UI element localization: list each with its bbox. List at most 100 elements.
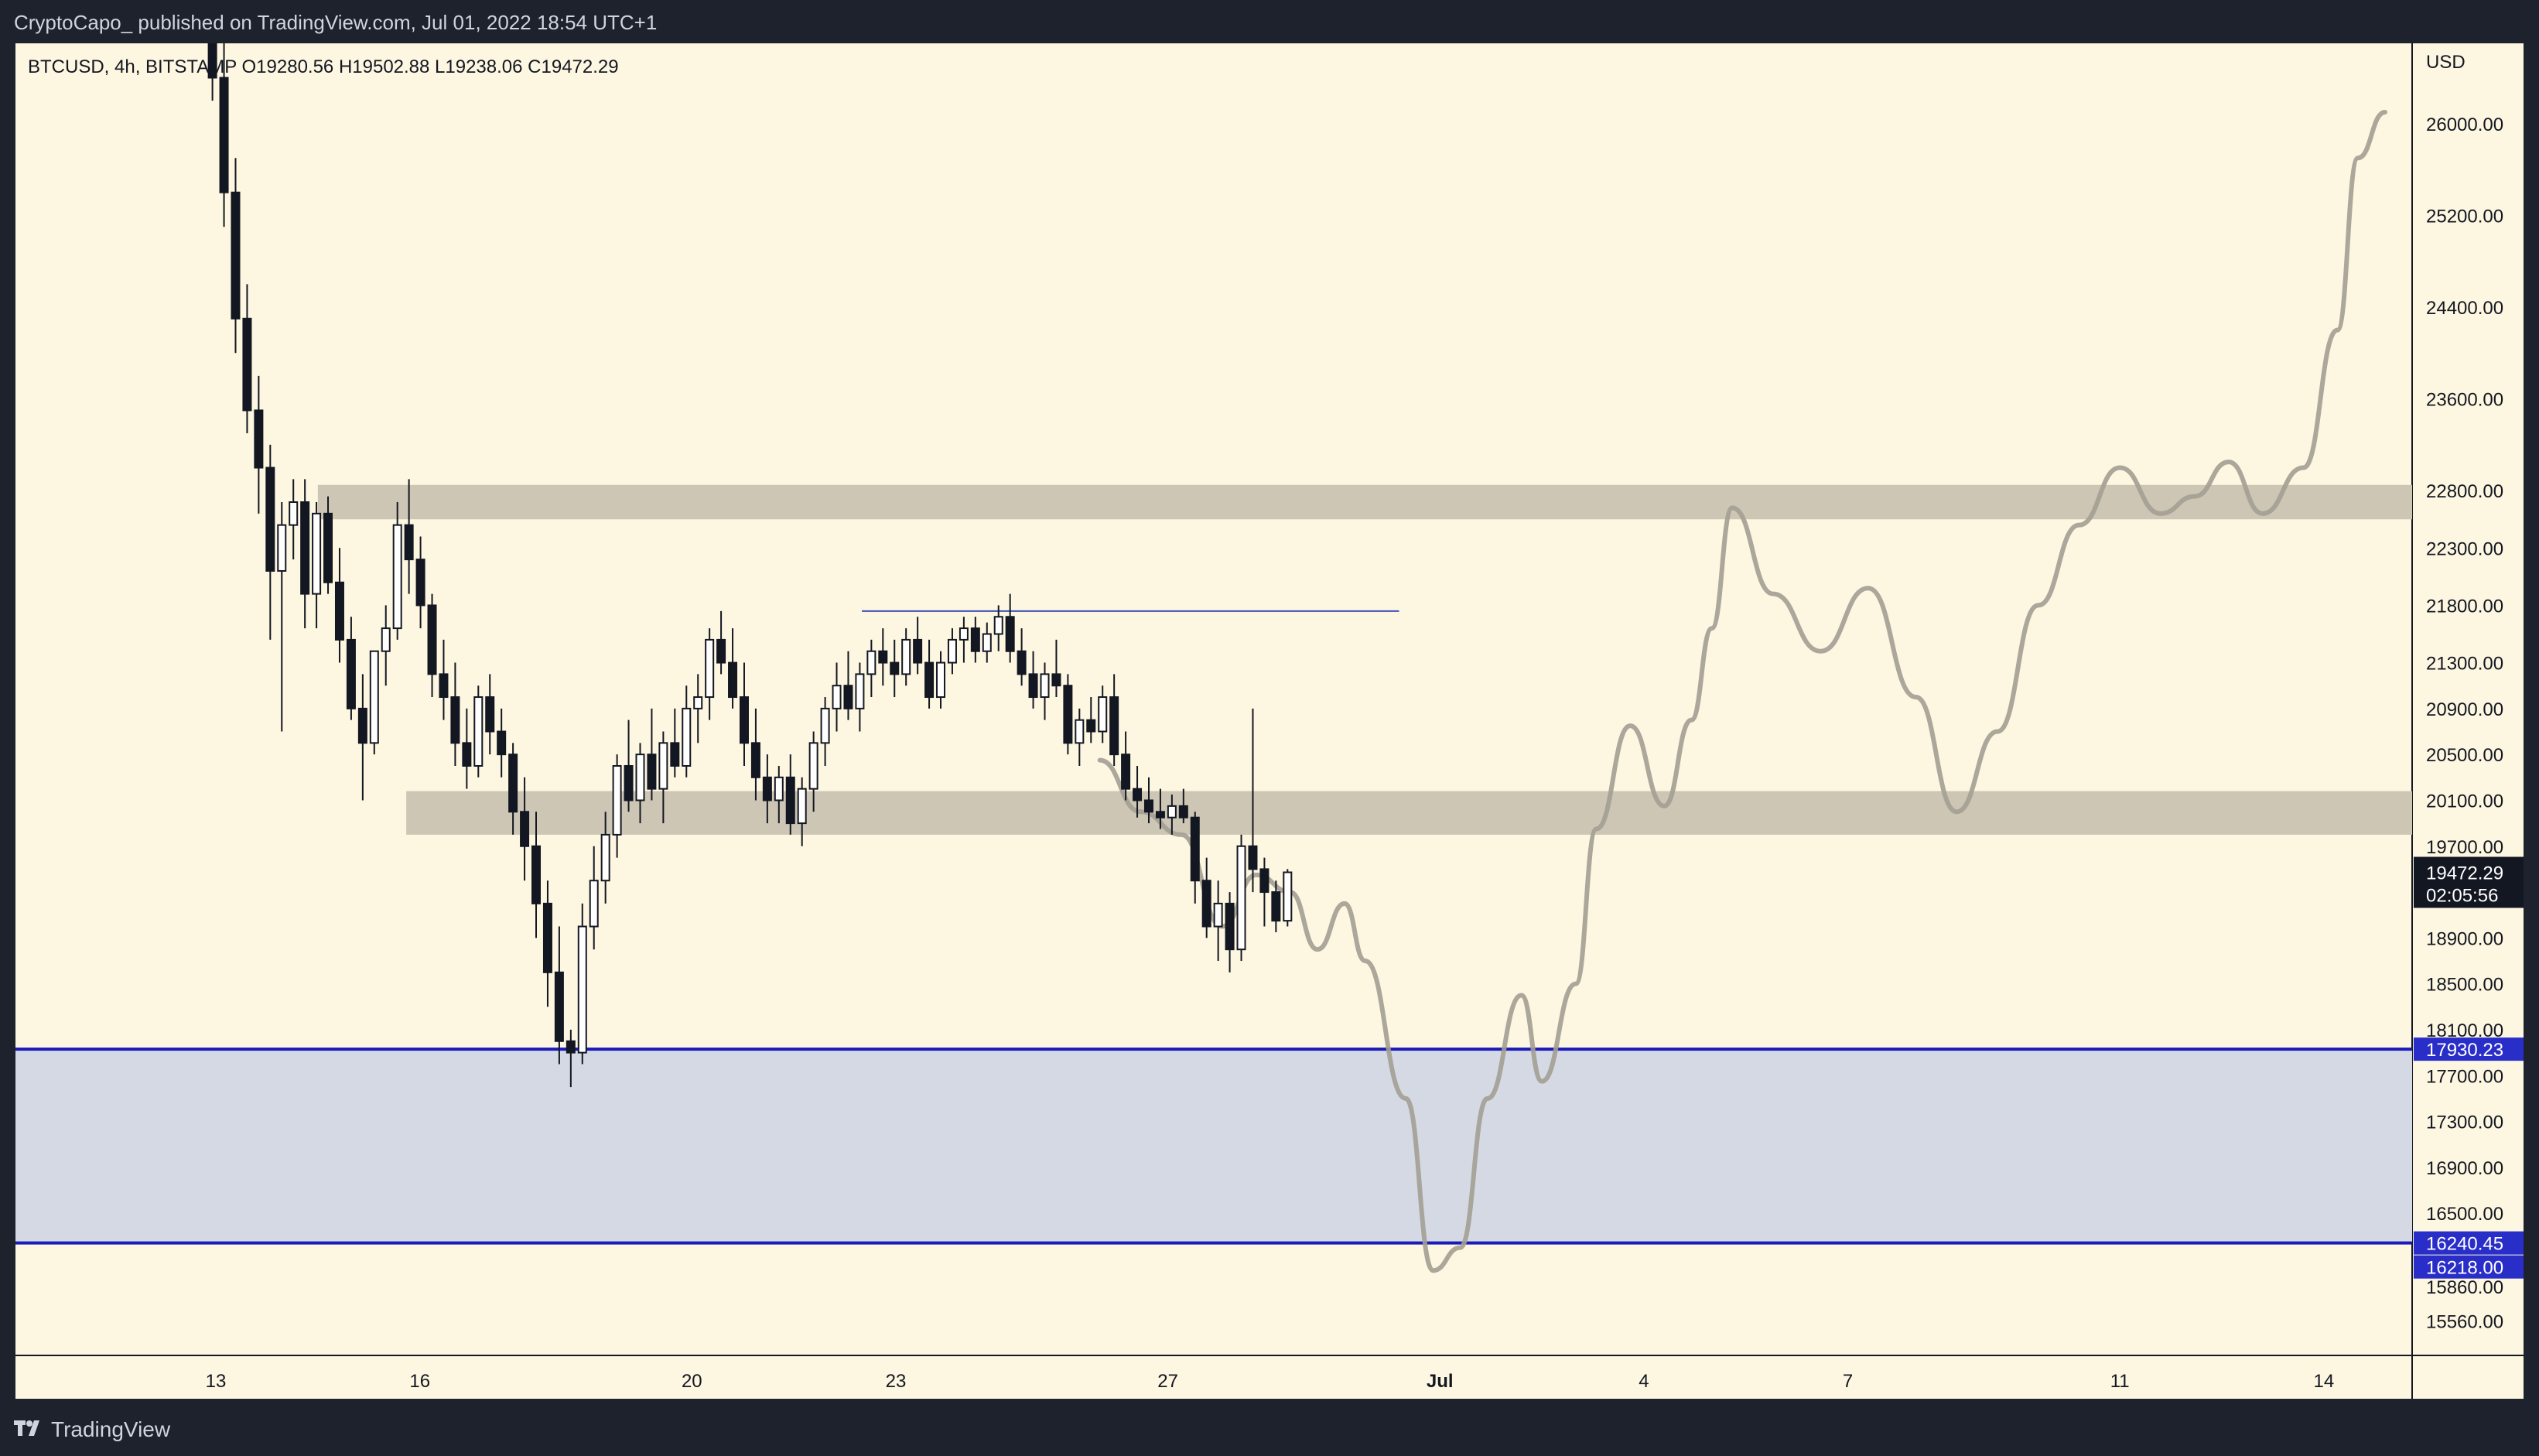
candle[interactable] [404,479,414,594]
candle[interactable] [750,708,760,801]
candle[interactable] [1075,708,1085,766]
candle[interactable] [693,674,703,743]
candle[interactable] [1086,697,1096,743]
candle[interactable] [254,375,264,514]
candle[interactable] [1143,777,1153,824]
candle[interactable] [624,719,634,812]
candle[interactable] [1201,857,1211,938]
candle[interactable] [334,548,344,663]
candle[interactable] [312,502,322,629]
candle[interactable] [959,617,969,663]
candle[interactable] [682,685,692,778]
candle[interactable] [728,628,738,709]
candle[interactable] [635,743,645,824]
candle[interactable] [855,662,865,732]
candle[interactable] [427,593,437,698]
candle[interactable] [716,610,726,675]
candle[interactable] [1178,788,1188,824]
candle[interactable] [508,743,518,835]
candle[interactable] [600,812,610,904]
candle[interactable] [439,639,449,720]
candle[interactable] [705,628,715,720]
candle[interactable] [1213,880,1223,962]
candle[interactable] [1133,765,1143,818]
candle[interactable] [982,622,992,663]
candle[interactable] [843,651,853,720]
candle[interactable] [589,846,599,950]
candle[interactable] [913,617,923,675]
candle[interactable] [1109,674,1119,766]
candle[interactable] [1098,685,1108,743]
candle[interactable] [323,496,333,594]
candle[interactable] [554,926,564,1065]
candle[interactable] [936,651,946,709]
candle[interactable] [1167,795,1177,835]
candle[interactable] [890,639,900,698]
candle[interactable] [1005,593,1015,663]
candle[interactable] [1271,880,1281,932]
candle[interactable] [300,479,310,629]
candle[interactable] [1051,639,1061,698]
candle[interactable] [612,754,622,858]
price-tag[interactable]: 16240.45 [2414,1231,2524,1255]
candle[interactable] [242,284,252,434]
candle[interactable] [1028,651,1038,709]
resistance-zone[interactable] [317,484,2412,520]
candle[interactable] [531,812,542,938]
candle[interactable] [785,754,795,835]
candle[interactable] [820,697,830,766]
candle[interactable] [924,639,935,709]
candle[interactable] [231,158,241,354]
candle[interactable] [658,731,668,824]
candle[interactable] [832,662,842,732]
candle[interactable] [289,479,299,560]
candle[interactable] [797,777,807,846]
candle[interactable] [346,617,356,720]
candle[interactable] [647,708,657,801]
candle[interactable] [670,708,680,778]
candle[interactable] [1236,834,1246,962]
candle[interactable] [762,754,772,824]
candle[interactable] [1017,628,1027,686]
candle[interactable] [970,617,980,663]
candle[interactable] [1225,892,1235,972]
candle[interactable] [1121,731,1131,801]
support-zone[interactable] [406,791,2412,835]
candle[interactable] [808,731,818,812]
candle[interactable] [1259,857,1270,927]
candle[interactable] [473,685,484,778]
candle[interactable] [774,765,784,824]
tradingview-brand[interactable]: TradingView [51,1417,171,1441]
candle[interactable] [497,708,507,778]
candle[interactable] [1155,788,1165,829]
price-tag[interactable]: 17930.23 [2414,1037,2524,1061]
candle[interactable] [369,650,379,755]
candle[interactable] [1248,708,1258,893]
candle[interactable] [462,708,472,789]
candle[interactable] [947,628,957,675]
candle[interactable] [207,0,217,101]
demand-zone[interactable] [15,1049,2412,1243]
candle[interactable] [866,639,877,698]
candle[interactable] [265,444,275,640]
candle[interactable] [878,628,888,686]
candle[interactable] [357,674,367,801]
candle[interactable] [1283,869,1293,927]
tradingview-logo-icon[interactable] [14,1417,45,1443]
candle[interactable] [392,502,402,640]
candle[interactable] [1190,812,1200,904]
price-tag[interactable]: 16218.00 [2414,1255,2524,1279]
candle[interactable] [520,777,530,881]
candle[interactable] [577,903,587,1065]
y-axis[interactable] [2412,43,2524,1355]
candle[interactable] [739,662,749,766]
candle[interactable] [1063,674,1073,755]
candle[interactable] [450,662,460,766]
candle[interactable] [381,605,391,686]
x-axis[interactable] [15,1355,2524,1399]
candle[interactable] [1040,662,1050,720]
candle[interactable] [542,880,552,1007]
candle[interactable] [485,674,495,755]
